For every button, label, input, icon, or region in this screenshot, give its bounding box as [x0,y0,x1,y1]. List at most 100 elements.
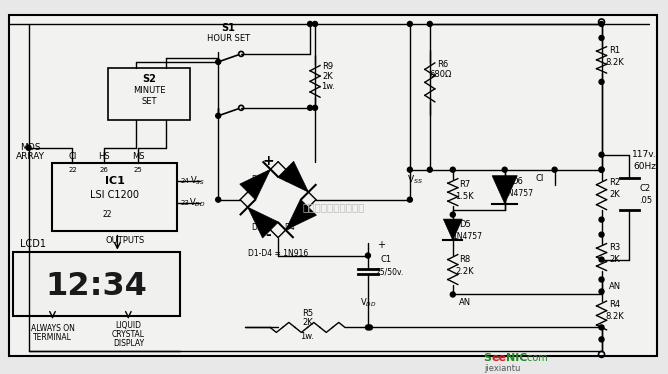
Text: V$_{DD}$: V$_{DD}$ [359,296,376,309]
Circle shape [307,21,313,27]
Text: 1.5K: 1.5K [456,192,474,201]
Circle shape [216,197,220,202]
Text: .com: .com [524,353,547,364]
Text: D2: D2 [250,175,261,184]
Circle shape [599,167,604,172]
Text: 1w.: 1w. [321,82,335,91]
Text: C1: C1 [380,255,391,264]
Circle shape [428,21,432,27]
Text: MINUTE: MINUTE [133,86,166,95]
Text: .05: .05 [639,196,652,205]
Text: 23: 23 [181,200,190,206]
Circle shape [599,257,604,262]
Circle shape [407,21,412,27]
Text: 8.2K: 8.2K [605,312,624,321]
Circle shape [313,21,317,27]
Text: 22: 22 [102,210,112,219]
Text: ee: ee [492,353,507,364]
Text: NIC: NIC [506,353,527,364]
Text: D3: D3 [285,175,295,184]
Circle shape [313,105,317,110]
Circle shape [599,152,604,157]
Text: MOS: MOS [20,143,41,152]
Text: 2K: 2K [609,255,620,264]
Text: LCD1: LCD1 [19,239,45,249]
Text: AN: AN [609,282,621,291]
Text: V$_{DD}$: V$_{DD}$ [189,196,206,209]
Circle shape [599,289,604,294]
Circle shape [599,79,604,85]
Circle shape [367,325,373,330]
Text: ARRAY: ARRAY [16,152,45,161]
Text: R6: R6 [437,60,448,70]
Text: 2K: 2K [609,190,620,199]
Text: D5: D5 [459,220,471,229]
Circle shape [599,232,604,237]
Text: D6: D6 [511,177,522,186]
Polygon shape [286,199,317,230]
Text: HOUR SET: HOUR SET [206,34,250,43]
Text: LIQUID: LIQUID [116,321,142,330]
Text: 2.2K: 2.2K [456,267,474,276]
Text: 25: 25 [134,167,143,173]
Polygon shape [240,169,271,200]
Text: AN: AN [459,298,471,307]
Text: IC1: IC1 [105,176,125,186]
Text: 117v.: 117v. [632,150,657,159]
Circle shape [599,217,604,222]
Text: 1w.: 1w. [301,332,315,341]
Circle shape [450,212,456,217]
Text: +: + [377,240,385,249]
Text: +: + [263,154,274,168]
Text: R2: R2 [609,178,620,187]
Text: SET: SET [142,97,157,106]
Text: jiexiantu: jiexiantu [484,364,520,373]
Text: 12:34: 12:34 [45,270,148,301]
Text: D4: D4 [285,223,295,232]
Text: 26: 26 [100,167,109,173]
Text: CI: CI [68,152,77,161]
Circle shape [407,167,412,172]
Circle shape [599,21,604,27]
Text: CI: CI [536,174,544,183]
Bar [108,68,190,120]
Bar [13,252,180,316]
Text: V$_{SS}$: V$_{SS}$ [190,174,205,187]
Circle shape [26,145,31,150]
Circle shape [216,113,220,118]
Circle shape [599,277,604,282]
Text: 680Ω: 680Ω [430,70,452,79]
Circle shape [599,325,604,330]
Polygon shape [248,207,279,238]
Text: V$_{SS}$: V$_{SS}$ [407,174,423,186]
Text: 杭州象察科技有限公司: 杭州象察科技有限公司 [303,203,365,213]
Text: R3: R3 [609,243,620,252]
Text: S2: S2 [142,74,156,84]
Text: OUTPUTS: OUTPUTS [106,236,144,245]
Text: LSI C1200: LSI C1200 [90,190,140,200]
Text: 2K: 2K [323,72,333,82]
Text: HS: HS [99,152,110,161]
Circle shape [428,167,432,172]
Circle shape [450,167,456,172]
Text: R7: R7 [459,180,470,189]
Text: 25/50v.: 25/50v. [376,267,404,276]
Circle shape [216,59,220,64]
Text: 8.2K: 8.2K [605,58,624,67]
Text: 60Hz: 60Hz [633,162,656,171]
Circle shape [365,253,371,258]
Circle shape [599,337,604,342]
Text: R8: R8 [459,255,470,264]
Text: 24: 24 [181,178,190,184]
Circle shape [407,197,412,202]
Circle shape [307,105,313,110]
Circle shape [450,292,456,297]
Text: CRYSTAL: CRYSTAL [112,330,145,339]
Text: MS: MS [132,152,144,161]
Circle shape [599,167,604,172]
Text: R9: R9 [323,62,333,71]
Circle shape [502,167,507,172]
Text: 1N4757: 1N4757 [504,189,534,198]
Text: 22: 22 [68,167,77,173]
Text: D1-D4 = 1N916: D1-D4 = 1N916 [248,249,308,258]
